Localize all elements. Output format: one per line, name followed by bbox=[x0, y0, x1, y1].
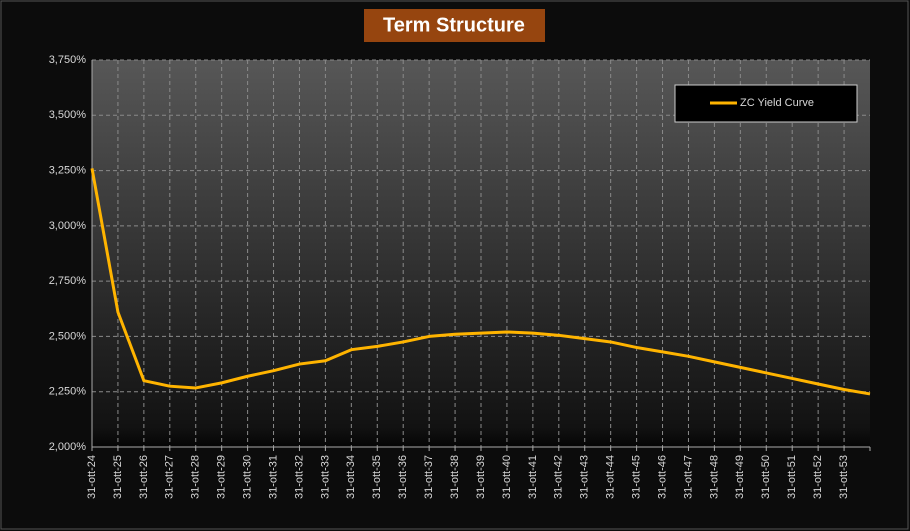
x-tick-label: 31-ott-50 bbox=[760, 455, 772, 499]
x-tick-label: 31-ott-32 bbox=[293, 455, 305, 499]
x-tick-label: 31-ott-28 bbox=[190, 455, 202, 499]
x-tick-label: 31-ott-35 bbox=[371, 455, 383, 499]
y-tick-label: 3,250% bbox=[49, 164, 87, 176]
x-tick-label: 31-ott-46 bbox=[656, 455, 668, 499]
chart-title: Term Structure bbox=[383, 14, 525, 36]
x-tick-label: 31-ott-30 bbox=[242, 455, 254, 499]
x-tick-label: 31-ott-31 bbox=[267, 455, 279, 499]
y-tick-label: 2,250% bbox=[49, 386, 87, 398]
x-tick-label: 31-ott-36 bbox=[397, 455, 409, 499]
x-tick-label: 31-ott-41 bbox=[527, 455, 539, 499]
x-tick-label: 31-ott-37 bbox=[423, 455, 435, 499]
y-tick-label: 2,750% bbox=[49, 275, 87, 287]
legend-label: ZC Yield Curve bbox=[740, 97, 814, 109]
y-tick-label: 3,750% bbox=[49, 54, 87, 66]
x-tick-label: 31-ott-29 bbox=[216, 455, 228, 499]
y-tick-label: 2,500% bbox=[49, 330, 87, 342]
x-tick-label: 31-ott-53 bbox=[838, 455, 850, 499]
y-tick-label: 3,500% bbox=[49, 109, 87, 121]
x-tick-label: 31-ott-33 bbox=[319, 455, 331, 499]
x-tick-label: 31-ott-44 bbox=[605, 455, 617, 499]
x-tick-label: 31-ott-26 bbox=[138, 455, 150, 499]
x-tick-label: 31-ott-39 bbox=[475, 455, 487, 499]
x-tick-label: 31-ott-40 bbox=[501, 455, 513, 499]
x-tick-label: 31-ott-47 bbox=[682, 455, 694, 499]
x-tick-label: 31-ott-34 bbox=[345, 455, 357, 499]
x-tick-label: 31-ott-51 bbox=[786, 455, 798, 499]
x-tick-label: 31-ott-42 bbox=[553, 455, 565, 499]
x-tick-label: 31-ott-38 bbox=[449, 455, 461, 499]
x-tick-label: 31-ott-27 bbox=[164, 455, 176, 499]
line-series bbox=[90, 168, 871, 396]
legend-box bbox=[674, 84, 858, 123]
y-tick-label: 3,000% bbox=[49, 220, 87, 232]
x-tick-label: 31-ott-24 bbox=[86, 455, 98, 499]
x-tick-label: 31-ott-43 bbox=[579, 455, 591, 499]
x-tick-label: 31-ott-45 bbox=[631, 455, 643, 499]
x-tick-label: 31-ott-49 bbox=[734, 455, 746, 499]
x-tick-label: 31-ott-52 bbox=[812, 455, 824, 499]
x-tick-label: 31-ott-48 bbox=[708, 455, 720, 499]
y-tick-label: 2,000% bbox=[49, 441, 87, 453]
title-box bbox=[364, 9, 545, 42]
x-tick-label: 31-ott-25 bbox=[112, 455, 124, 499]
